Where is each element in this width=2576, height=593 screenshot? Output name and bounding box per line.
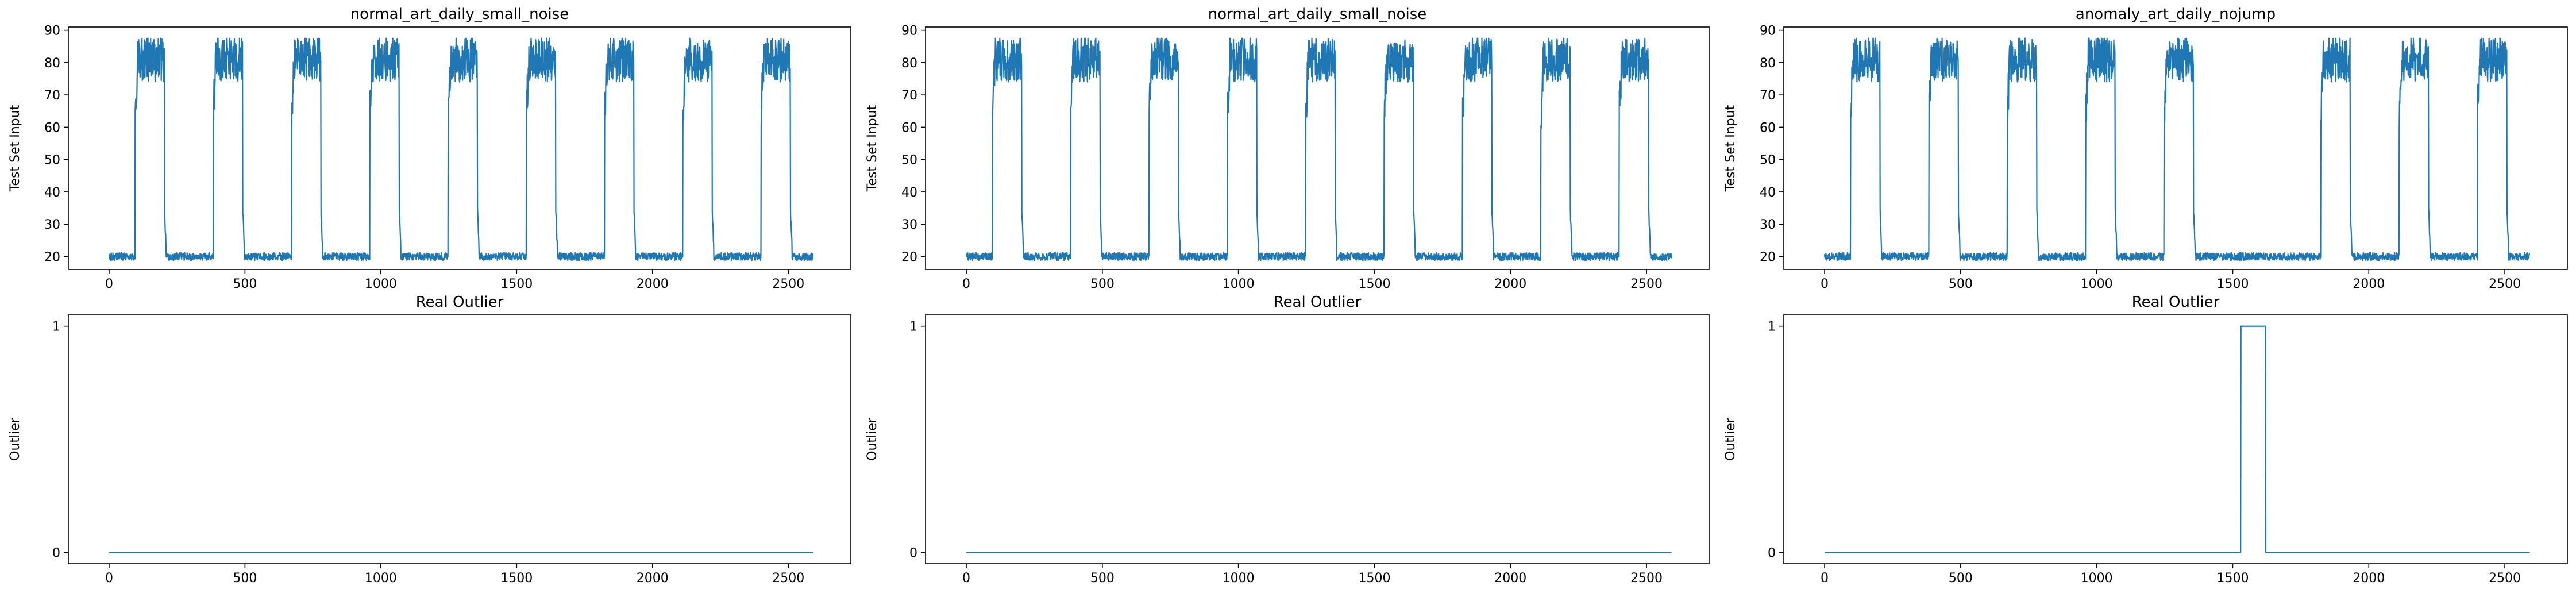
x-tick-label: 2500 — [772, 277, 804, 291]
series-line — [108, 37, 814, 261]
axes-frame — [925, 314, 1710, 564]
y-tick-label: 1 — [909, 320, 917, 334]
chart-title: Real Outlier — [1274, 294, 1362, 311]
x-tick-label: 1000 — [2081, 277, 2113, 291]
y-tick-label: 80 — [901, 56, 917, 71]
x-tick-label: 2500 — [2489, 571, 2521, 586]
y-tick-label: 90 — [1760, 24, 1776, 38]
axes-frame — [925, 26, 1710, 270]
chart-title: normal_art_daily_small_noise — [1208, 6, 1427, 23]
y-tick-label: 50 — [1760, 153, 1776, 168]
chart-title: Real Outlier — [416, 294, 504, 311]
chart-panel-6: Real Outlier Outlier 0 500 1000 1500 2000 2500 0… — [1723, 294, 2568, 586]
y-tick-label: 0 — [52, 546, 60, 560]
x-tick-label: 2500 — [1630, 277, 1663, 291]
chart-title: anomaly_art_daily_nojump — [2076, 6, 2276, 23]
y-tick-label: 30 — [1760, 218, 1776, 232]
y-tick-label: 70 — [44, 88, 60, 103]
x-tick-label: 0 — [962, 277, 970, 291]
x-tick-label: 1000 — [1223, 277, 1255, 291]
x-tick-label: 2500 — [2489, 277, 2521, 291]
x-tick-label: 2500 — [772, 571, 804, 586]
chart-panel-1: normal_art_daily_small_noise Test Set Inp… — [8, 6, 851, 291]
y-tick-label: 60 — [901, 121, 917, 135]
x-tick-label: 0 — [1821, 277, 1829, 291]
y-axis-label: Test Set Input — [1723, 105, 1738, 192]
chart-title: Real Outlier — [2132, 294, 2220, 311]
y-tick-label: 80 — [44, 56, 60, 71]
y-tick-label: 40 — [1760, 186, 1776, 200]
y-tick-label: 20 — [44, 250, 60, 264]
x-tick-label: 1000 — [365, 277, 397, 291]
y-tick-label: 1 — [52, 320, 60, 334]
x-tick-label: 1500 — [500, 571, 533, 586]
y-tick-label: 40 — [44, 186, 60, 200]
y-tick-label: 60 — [1760, 121, 1776, 135]
y-tick-label: 30 — [44, 218, 60, 232]
chart-panel-5: Real Outlier Outlier 0 500 1000 1500 2000 2500 0… — [865, 294, 1710, 586]
y-axis-label: Outlier — [865, 417, 880, 461]
x-tick-label: 1500 — [1358, 571, 1390, 586]
chart-panel-3: anomaly_art_daily_nojump Test Set Input 0 5… — [1723, 6, 2568, 291]
y-tick-label: 50 — [44, 153, 60, 168]
x-tick-label: 500 — [1949, 277, 1973, 291]
x-tick-label: 0 — [105, 571, 113, 586]
chart-title: normal_art_daily_small_noise — [350, 6, 569, 23]
x-tick-label: 500 — [233, 277, 257, 291]
series-line — [1825, 325, 2530, 553]
x-tick-label: 1500 — [2216, 277, 2249, 291]
y-tick-label: 90 — [44, 24, 60, 38]
y-tick-label: 0 — [1768, 546, 1776, 560]
y-axis-label: Test Set Input — [865, 105, 880, 192]
axes-frame — [68, 314, 851, 564]
x-tick-label: 500 — [1090, 571, 1115, 586]
chart-panel-4: Real Outlier Outlier 0 500 1000 1500 2000 2500 0… — [8, 294, 851, 586]
y-axis-label: Outlier — [1723, 417, 1738, 461]
x-tick-label: 2000 — [2353, 277, 2385, 291]
x-tick-label: 2500 — [1630, 571, 1663, 586]
x-tick-label: 1000 — [1223, 571, 1255, 586]
x-tick-label: 2000 — [637, 571, 669, 586]
y-tick-label: 60 — [44, 121, 60, 135]
y-tick-label: 20 — [901, 250, 917, 264]
x-tick-label: 0 — [105, 277, 113, 291]
x-tick-label: 500 — [233, 571, 257, 586]
x-tick-label: 2000 — [1494, 571, 1526, 586]
series-line — [1823, 37, 2531, 261]
x-tick-label: 1000 — [365, 571, 397, 586]
y-tick-label: 20 — [1760, 250, 1776, 264]
y-tick-label: 50 — [901, 153, 917, 168]
x-tick-label: 0 — [1821, 571, 1829, 586]
y-tick-label: 40 — [901, 186, 917, 200]
y-tick-label: 1 — [1768, 320, 1776, 334]
x-tick-label: 500 — [1090, 277, 1115, 291]
axes-frame — [1783, 314, 2568, 564]
x-tick-label: 2000 — [637, 277, 669, 291]
axes-frame — [1783, 26, 2568, 270]
y-tick-label: 30 — [901, 218, 917, 232]
x-tick-label: 1500 — [2216, 571, 2249, 586]
x-tick-label: 2000 — [1494, 277, 1526, 291]
x-tick-label: 1000 — [2081, 571, 2113, 586]
x-tick-label: 0 — [962, 571, 970, 586]
x-tick-label: 500 — [1949, 571, 1973, 586]
x-tick-label: 2000 — [2353, 571, 2385, 586]
series-line — [965, 37, 1672, 261]
chart-panel-2: normal_art_daily_small_noise Test Set Inp… — [865, 6, 1710, 291]
y-tick-label: 80 — [1760, 56, 1776, 71]
y-tick-label: 90 — [901, 24, 917, 38]
y-tick-label: 0 — [909, 546, 917, 560]
y-tick-label: 70 — [901, 88, 917, 103]
axes-frame — [68, 26, 851, 270]
x-tick-label: 1500 — [500, 277, 533, 291]
y-axis-label: Test Set Input — [8, 105, 22, 192]
y-axis-label: Outlier — [8, 417, 22, 461]
x-tick-label: 1500 — [1358, 277, 1390, 291]
y-tick-label: 70 — [1760, 88, 1776, 103]
